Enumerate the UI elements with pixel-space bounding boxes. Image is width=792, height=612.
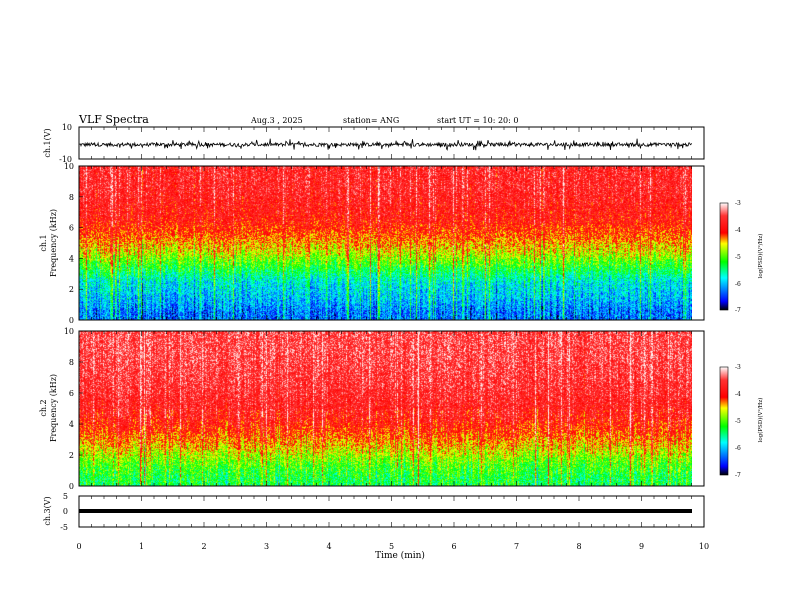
y-tick-label: 6 xyxy=(69,224,74,233)
ch2-colorbar-tick--6: -6 xyxy=(735,445,741,452)
ch3-ytick-bottom: -5 xyxy=(60,523,68,532)
ch3-ytick-top: 5 xyxy=(63,492,68,501)
ch3-waveform-panel: 5 0 -5 ch.3(V) xyxy=(43,492,705,532)
ch1-spectrogram-ylabel-channel: ch.1 xyxy=(39,234,48,251)
ch2-spectrogram-ylabel-freq: Frequency (kHz) xyxy=(49,374,58,442)
ch1-waveform-trace xyxy=(79,138,692,151)
figure-station: station= ANG xyxy=(343,116,399,125)
y-tick-label: 0 xyxy=(69,316,74,325)
ch1-ytick-top: 10 xyxy=(62,123,72,132)
time-axis-tick-label: 9 xyxy=(639,542,644,551)
ch2-spectrogram-image xyxy=(79,331,692,486)
time-axis-tick-label: 10 xyxy=(699,542,709,551)
ch1-ytick-bottom: -10 xyxy=(59,155,72,164)
ch1-colorbar-tick--5: -5 xyxy=(735,254,741,261)
time-axis-tick-label: 3 xyxy=(264,542,269,551)
time-axis-tick-label: 8 xyxy=(576,542,581,551)
y-tick-label: 8 xyxy=(69,193,74,202)
ch1-ylabel: ch.1(V) xyxy=(43,128,52,157)
ch2-colorbar-tick--7: -7 xyxy=(735,472,741,479)
ch1-spectrogram-xticks xyxy=(78,166,705,320)
time-axis-tick-label: 4 xyxy=(326,542,331,551)
ch2-colorbar-label: log(PSD)(V²/Hz) xyxy=(757,398,764,443)
ch2-spectrogram-xticks xyxy=(78,331,705,486)
ch1-waveform-panel: 10 -10 ch.1(V) xyxy=(43,123,705,164)
figure-title: VLF Spectra xyxy=(78,113,149,126)
ch1-xticks xyxy=(78,127,705,159)
ch2-colorbar: -3 -4 -5 -6 -7 log(PSD)(V²/Hz) xyxy=(719,364,764,479)
y-tick-label: 4 xyxy=(69,420,74,429)
ch2-spectrogram-panel: 0 2 4 6 8 10 ch.2 Frequency (kHz) xyxy=(39,327,705,491)
time-axis-label: Time (min) xyxy=(375,550,425,561)
y-tick-label: 2 xyxy=(69,285,74,294)
ch1-colorbar-gradient xyxy=(719,202,729,311)
ch1-spectrogram-image xyxy=(79,166,692,320)
ch2-colorbar-tick--3: -3 xyxy=(735,364,741,371)
ch3-ytick-mid: 0 xyxy=(63,507,68,516)
time-axis-tick-label: 7 xyxy=(514,542,519,551)
ch1-colorbar-tick--4: -4 xyxy=(735,227,741,234)
y-tick-label: 8 xyxy=(69,358,74,367)
y-tick-label: 6 xyxy=(69,389,74,398)
ch1-spectrogram-panel: 0 2 4 6 8 10 ch.1 Frequency (kHz) xyxy=(39,162,705,325)
figure-date: Aug.3 , 2025 xyxy=(250,116,303,125)
time-axis-tick-label: 0 xyxy=(76,542,81,551)
ch2-spectrogram-ylabel-channel: ch.2 xyxy=(39,399,48,416)
y-tick-label: 0 xyxy=(69,482,74,491)
y-tick-label: 10 xyxy=(64,327,74,336)
y-tick-label: 4 xyxy=(69,254,74,263)
ch2-spectrogram-yticks: 0 2 4 6 8 10 xyxy=(64,327,83,491)
time-axis-tick-label: 5 xyxy=(389,542,394,551)
ch1-spectrogram-yticks: 0 2 4 6 8 10 xyxy=(64,162,83,325)
ch3-xticks xyxy=(78,496,705,527)
time-axis-tick-label: 1 xyxy=(139,542,144,551)
time-axis-tick-labels: 0 1 2 3 4 5 6 7 8 9 10 xyxy=(76,542,709,551)
y-tick-label: 2 xyxy=(69,451,74,460)
ch1-colorbar-tick--6: -6 xyxy=(735,281,741,288)
ch1-colorbar-tick--3: -3 xyxy=(735,200,741,207)
ch1-colorbar: -3 -4 -5 -6 -7 log(PSD)(V²/Hz) xyxy=(719,200,764,314)
ch2-colorbar-tick--4: -4 xyxy=(735,391,741,398)
ch3-ylabel: ch.3(V) xyxy=(43,496,52,525)
y-tick-label: 10 xyxy=(64,162,74,171)
figure-start-time: start UT = 10: 20: 0 xyxy=(437,116,518,125)
ch1-colorbar-tick--7: -7 xyxy=(735,307,741,314)
ch1-colorbar-label: log(PSD)(V²/Hz) xyxy=(757,234,764,279)
ch2-colorbar-tick--5: -5 xyxy=(735,418,741,425)
ch1-spectrogram-ylabel-freq: Frequency (kHz) xyxy=(49,209,58,277)
time-axis-tick-label: 6 xyxy=(451,542,456,551)
ch2-colorbar-gradient xyxy=(719,366,729,476)
ch3-waveform-trace xyxy=(79,509,692,513)
time-axis-tick-label: 2 xyxy=(201,542,206,551)
